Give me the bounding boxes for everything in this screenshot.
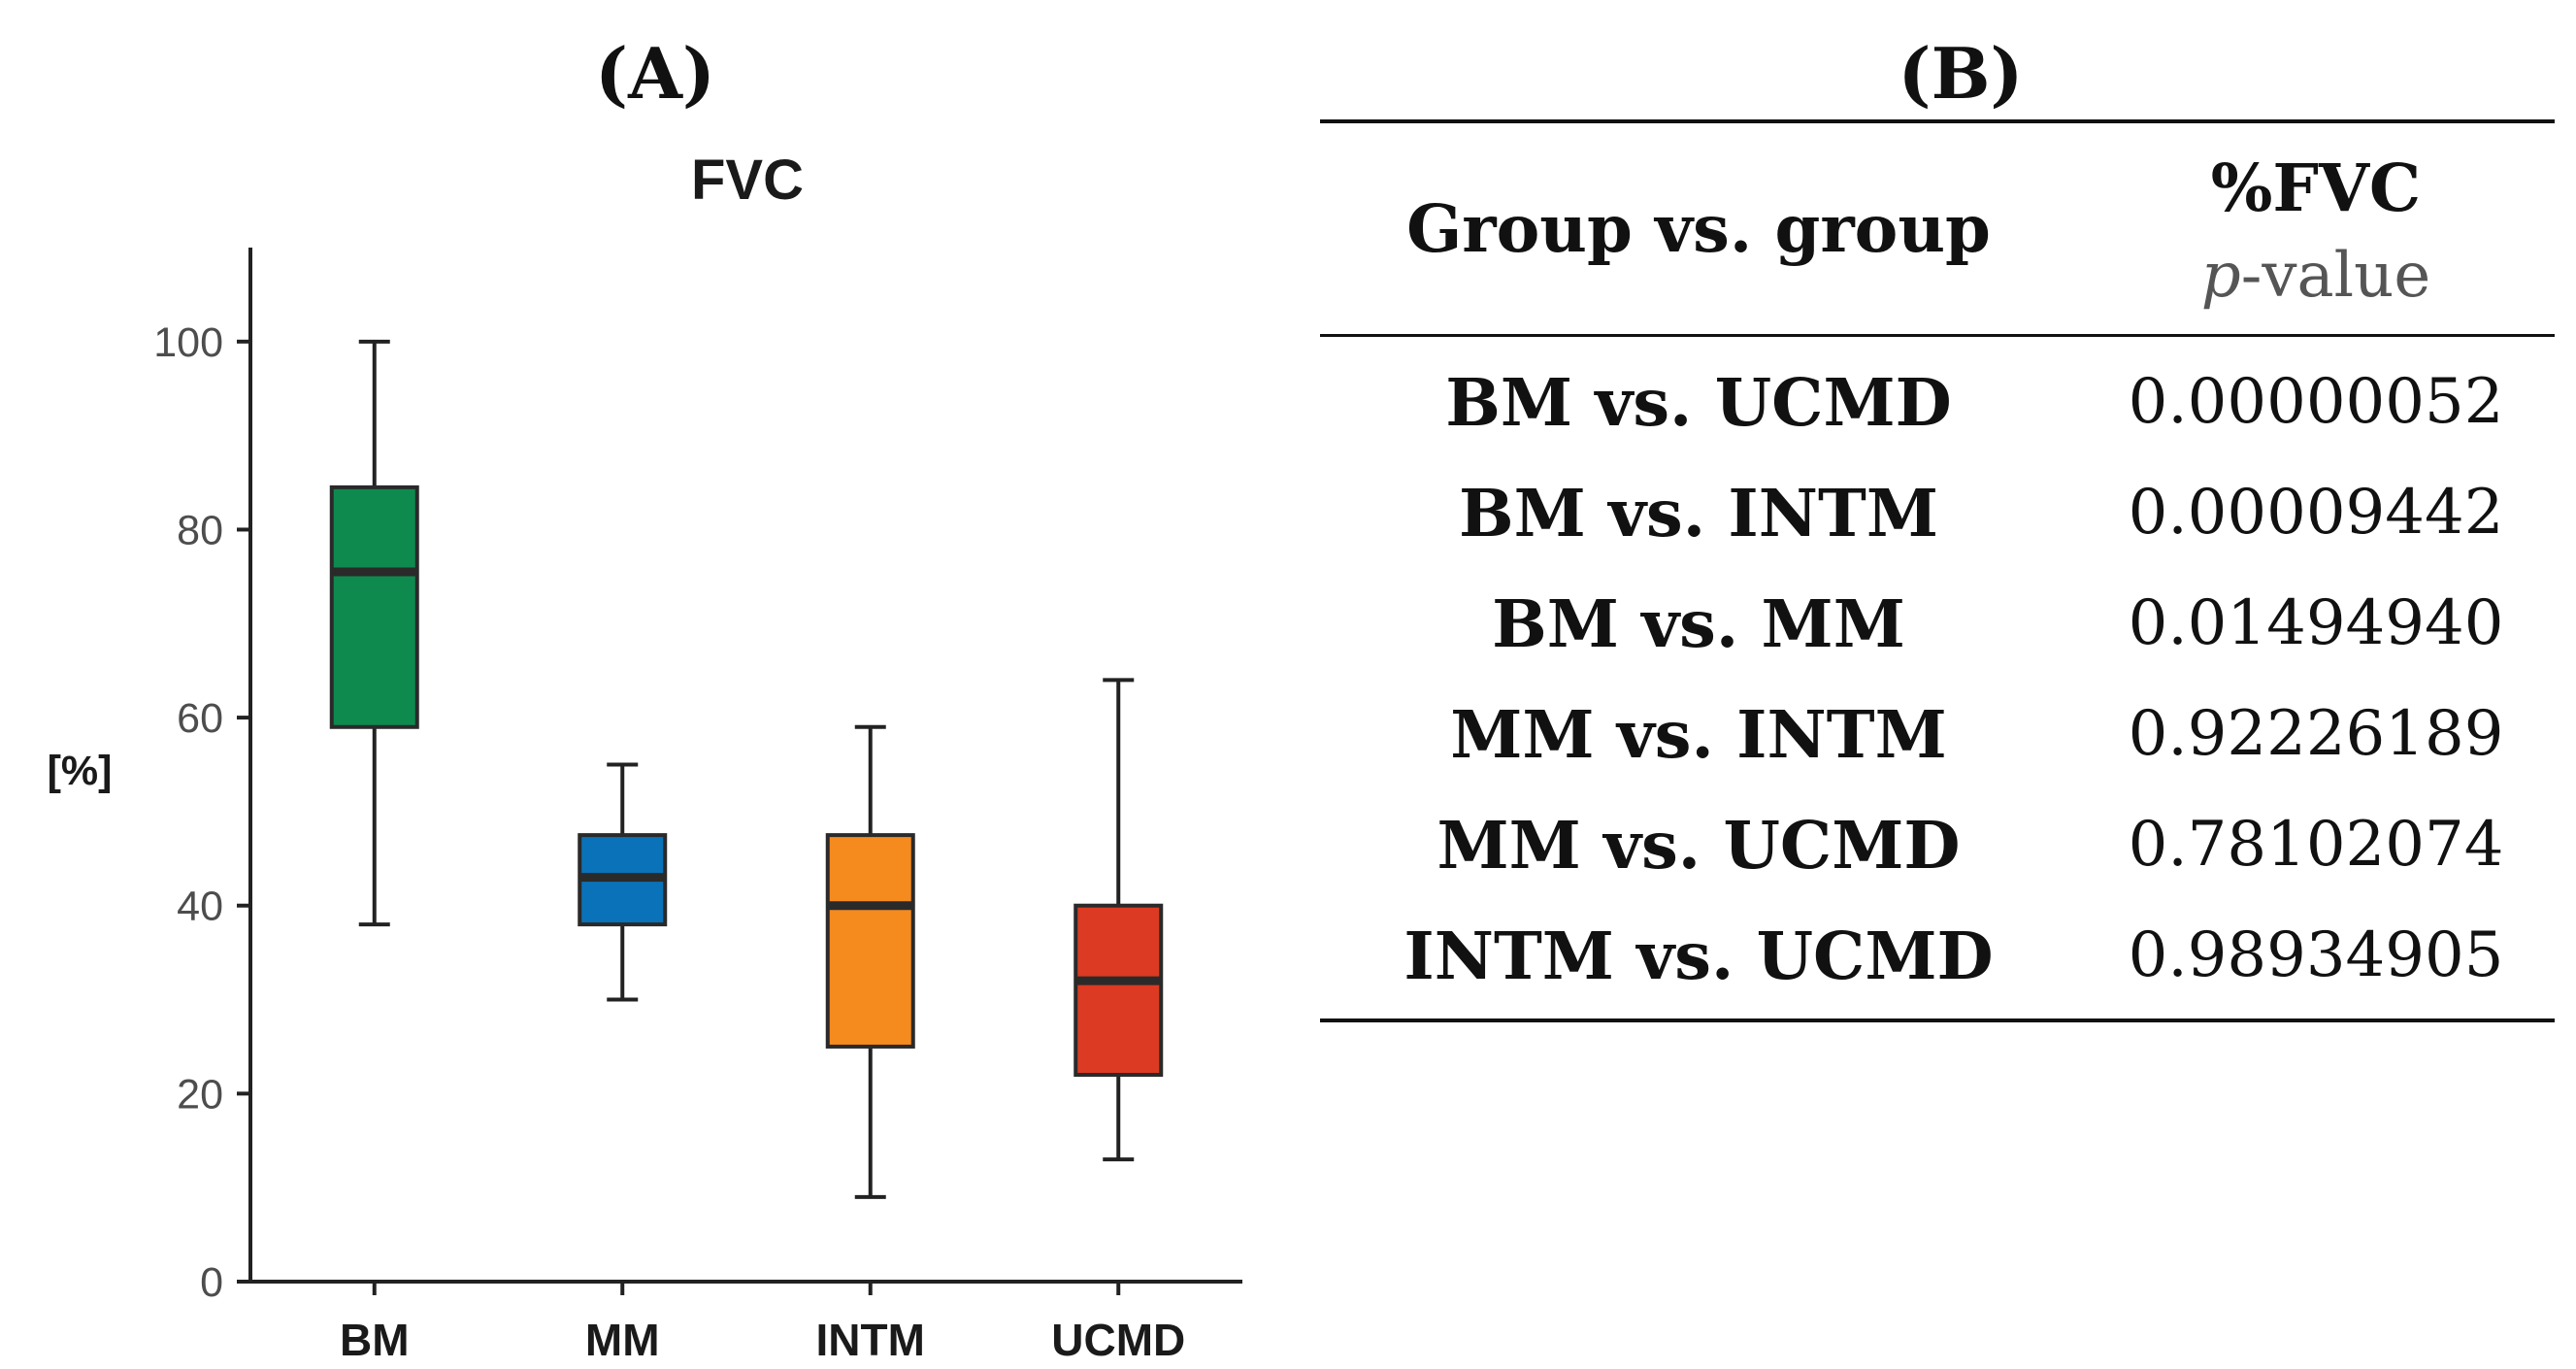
y-axis: 0 20 40 60 80 100 [153, 248, 252, 1306]
comparison-cell: INTM vs. UCMD [1404, 917, 1994, 994]
pvalue-cell: 0.01494940 [2128, 587, 2504, 659]
boxes [329, 339, 1164, 1199]
y-tick-label: 80 [177, 507, 223, 553]
table-header-row: Group vs. group %FVC p-value [1320, 123, 2555, 334]
box-bm [329, 339, 419, 927]
box-intm [825, 724, 915, 1199]
header-group-vs-group: Group vs. group [1406, 190, 1991, 267]
header-pvalue-cell: %FVC p-value [2077, 142, 2555, 317]
box-ucmd [1073, 678, 1164, 1162]
x-tick-label: MM [585, 1315, 660, 1365]
pvalue-cell: 0.78102074 [2128, 809, 2504, 881]
pvalue-cell: 0.00000052 [2128, 366, 2504, 438]
header-p-rest: -value [2240, 239, 2431, 312]
x-tick-label: BM [340, 1315, 410, 1365]
comparison-cell: MM vs. INTM [1450, 695, 1947, 773]
table-bottom-rule [1320, 1018, 2555, 1022]
header-metric: %FVC [2210, 149, 2422, 226]
chart-title: FVC [691, 149, 804, 212]
box-mm [578, 762, 668, 1002]
y-tick-label: 40 [177, 884, 223, 930]
x-tick-label: UCMD [1051, 1315, 1185, 1365]
iqr-box [825, 833, 915, 1049]
table-row: BM vs. UCMD 0.00000052 [1320, 347, 2555, 457]
table-row: INTM vs. UCMD 0.98934905 [1320, 900, 2555, 1011]
iqr-box [329, 484, 419, 729]
header-pvalue: p-value [2077, 235, 2555, 317]
comparison-cell: BM vs. UCMD [1445, 363, 1952, 441]
y-tick-label: 60 [177, 695, 223, 742]
panel-a-label: (A) [595, 32, 715, 115]
pvalue-cell: 0.92226189 [2128, 698, 2504, 770]
y-tick-label: 0 [200, 1259, 223, 1306]
pvalue-table: Group vs. group %FVC p-value BM vs. UCMD… [1320, 119, 2555, 1022]
fvc-boxplot-chart: FVC [%] 0 20 40 60 80 100 BM MM INTM UCMD [48, 149, 1242, 1365]
y-tick-label: 100 [153, 319, 223, 366]
table-row: BM vs. MM 0.01494940 [1320, 568, 2555, 679]
x-tick-label: INTM [816, 1315, 925, 1365]
iqr-box [1073, 903, 1164, 1078]
pvalue-cell: 0.98934905 [2128, 919, 2504, 991]
pvalue-cell: 0.00009442 [2128, 477, 2504, 549]
table-mid-rule [1320, 334, 2555, 337]
table-top-rule [1320, 119, 2555, 123]
table-row: MM vs. INTM 0.92226189 [1320, 679, 2555, 789]
table-row: BM vs. INTM 0.00009442 [1320, 457, 2555, 568]
y-axis-label: [%] [48, 748, 113, 794]
comparison-cell: MM vs. UCMD [1437, 806, 1961, 884]
x-axis: BM MM INTM UCMD [250, 1280, 1242, 1365]
header-p-italic: p [2200, 239, 2241, 312]
table-body: BM vs. UCMD 0.00000052 BM vs. INTM 0.000… [1320, 337, 2555, 1018]
table-row: MM vs. UCMD 0.78102074 [1320, 789, 2555, 900]
comparison-cell: BM vs. INTM [1458, 474, 1939, 551]
panel-b-label: (B) [1898, 32, 2024, 115]
comparison-cell: BM vs. MM [1492, 584, 1905, 662]
y-tick-label: 20 [177, 1071, 223, 1118]
